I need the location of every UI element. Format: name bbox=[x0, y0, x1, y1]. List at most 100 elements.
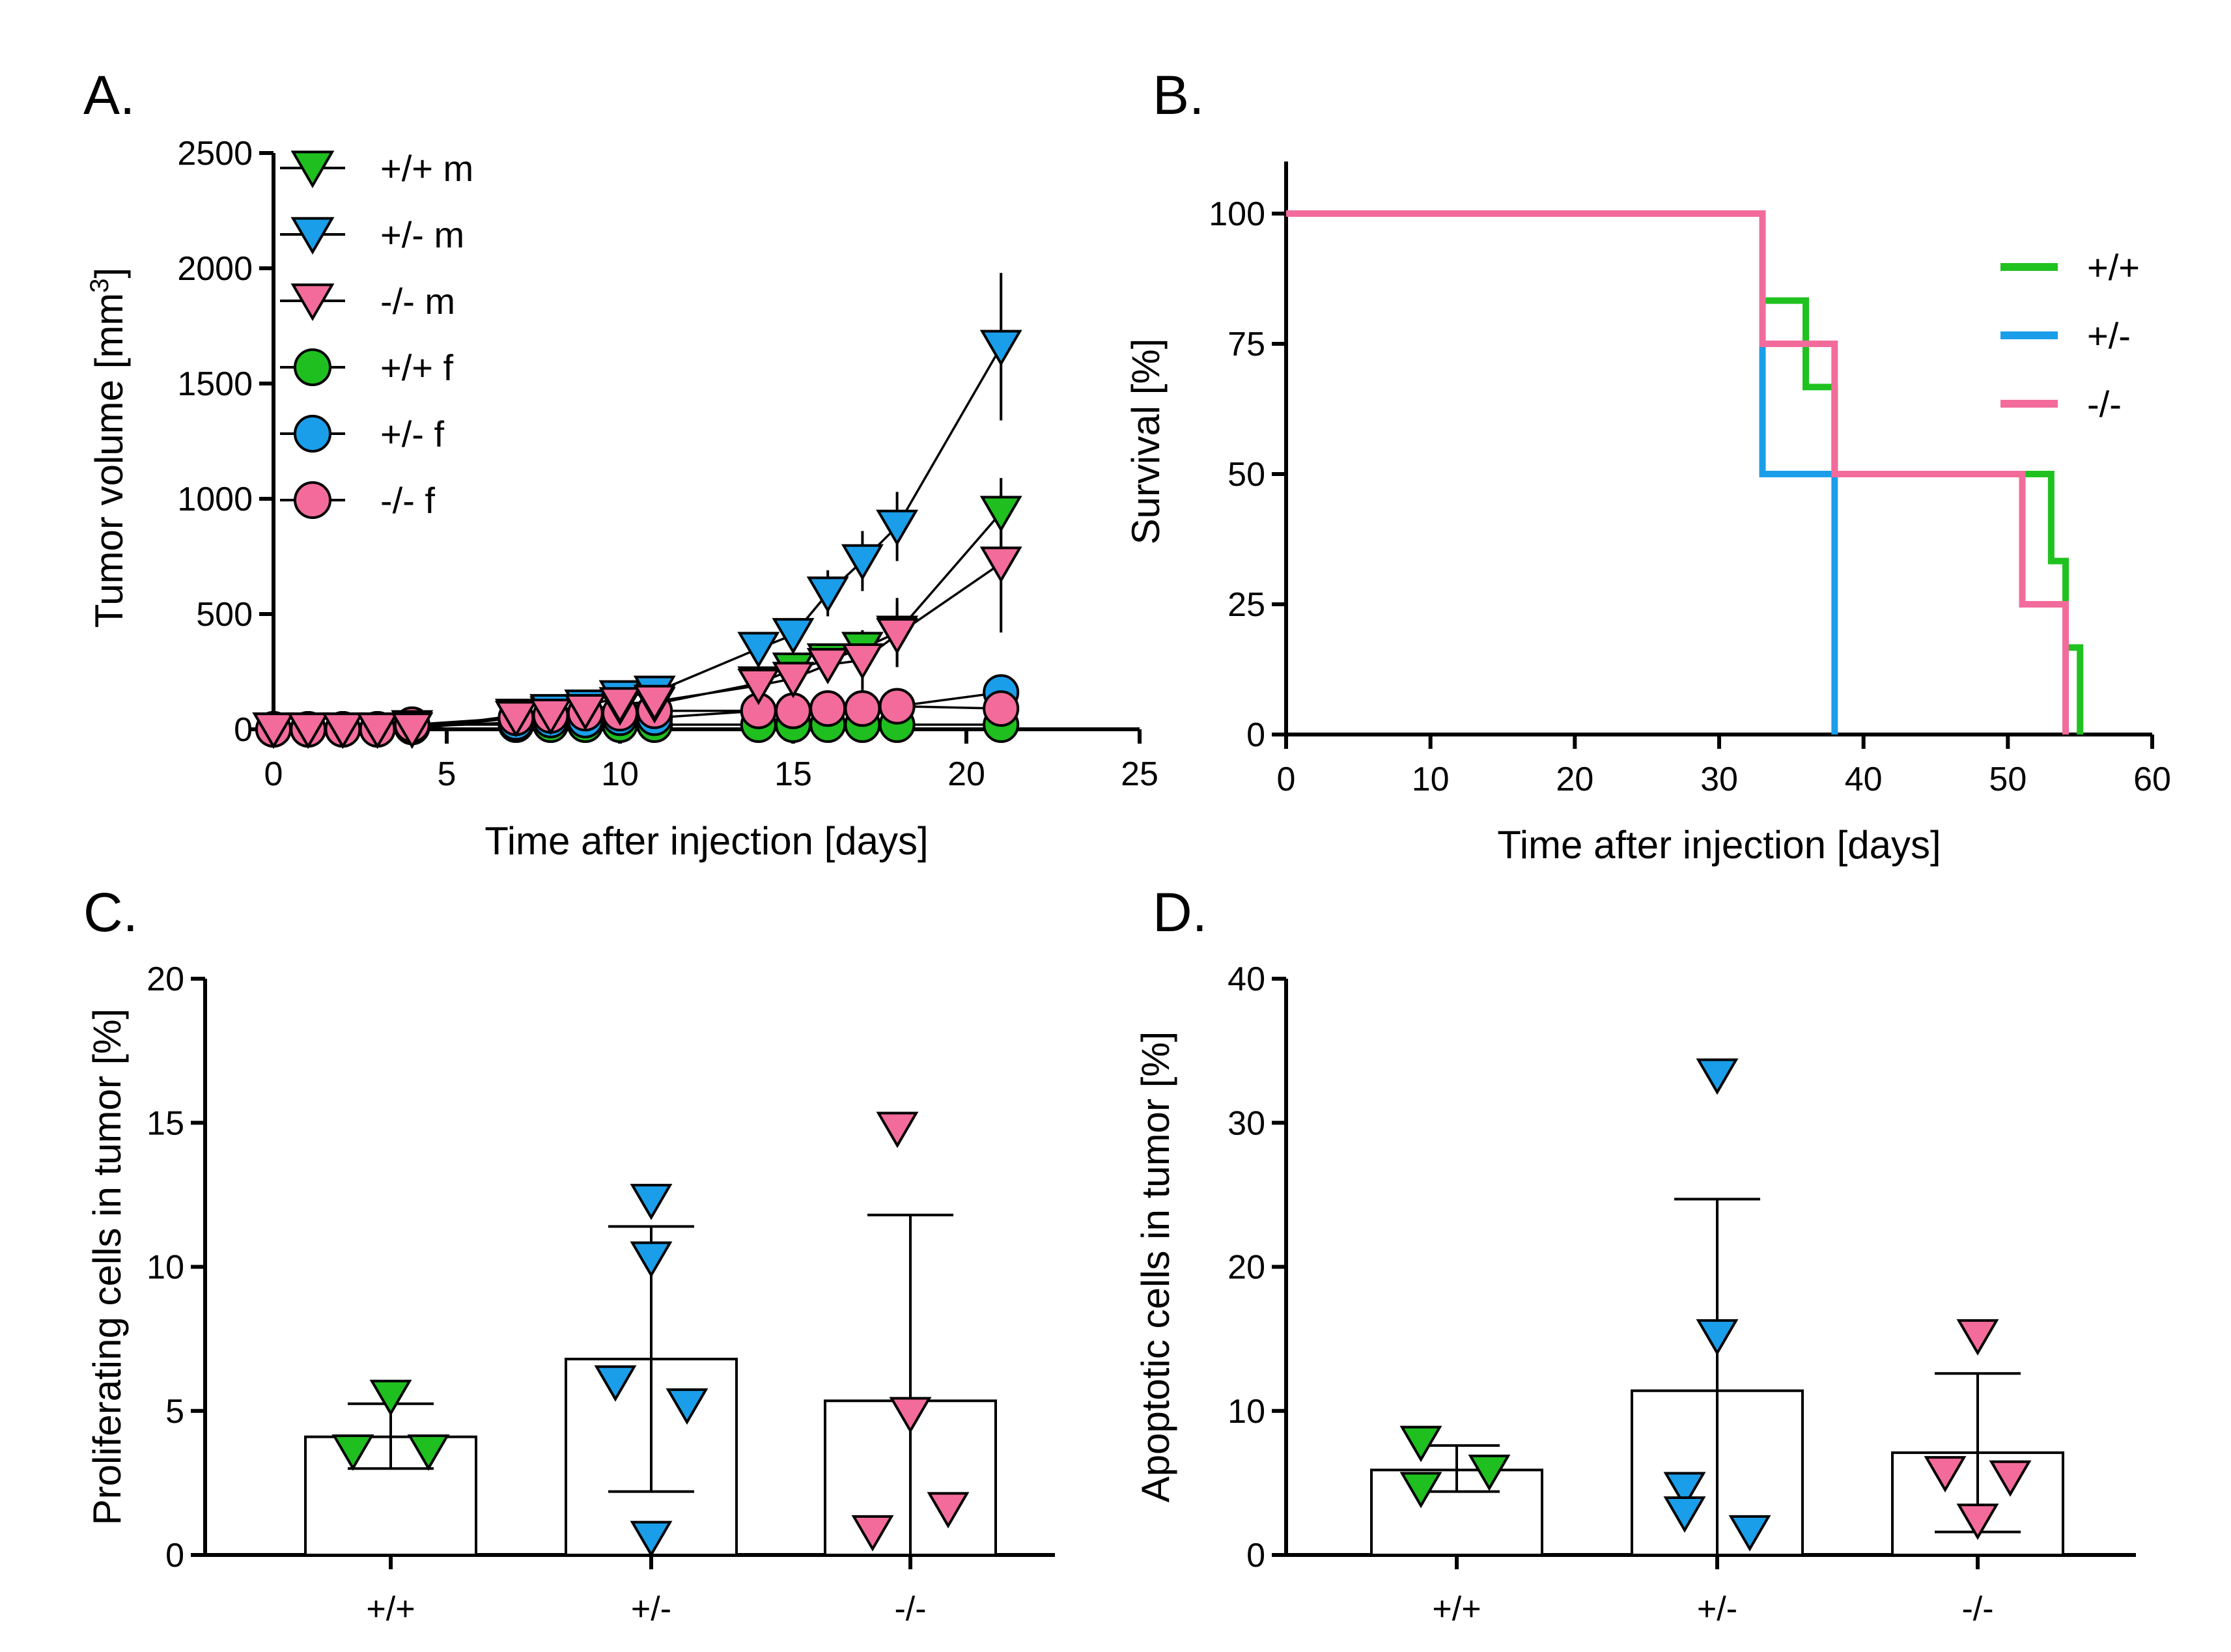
y-tick-label: 50 bbox=[1228, 456, 1265, 494]
x-tick-label: 30 bbox=[1700, 761, 1738, 798]
x-tick-label: 10 bbox=[601, 755, 639, 793]
data-point-triangle bbox=[979, 496, 1022, 533]
x-tick-label: 60 bbox=[2133, 761, 2171, 798]
x-tick-label: 5 bbox=[438, 755, 456, 793]
data-point-circle bbox=[983, 690, 1020, 727]
legend-label: +/+ m bbox=[380, 148, 473, 189]
data-point-triangle bbox=[594, 1365, 637, 1402]
legend-marker bbox=[294, 348, 331, 386]
x-tick-label: 20 bbox=[1556, 761, 1593, 798]
y-axis-title-end: ] bbox=[87, 268, 131, 279]
y-tick-label: 0 bbox=[1246, 1537, 1265, 1575]
y-axis-title: Survival [%] bbox=[1124, 339, 1168, 545]
y-tick-label: 100 bbox=[1209, 195, 1265, 233]
panel-a: A. 0 500 1000 1500 2000 2500 0 5 10 15 20 25 Time aft… bbox=[83, 64, 1158, 863]
data-point-triangle bbox=[356, 712, 399, 749]
data-point-circle bbox=[775, 692, 811, 729]
legend-label: +/+ f bbox=[380, 347, 454, 388]
data-point-circle bbox=[878, 688, 916, 725]
data-point-triangle bbox=[1924, 1456, 1967, 1492]
y-tick-label: 2500 bbox=[177, 135, 253, 173]
y-tick-label: 2000 bbox=[177, 250, 253, 288]
data-point-triangle bbox=[876, 618, 919, 654]
legend-label: -/- bbox=[2087, 384, 2122, 425]
data-point-triangle bbox=[1399, 1472, 1442, 1509]
data-point-triangle bbox=[927, 1492, 970, 1529]
data-point-triangle bbox=[529, 698, 572, 735]
legend-marker bbox=[290, 150, 335, 188]
legend-label: -/- m bbox=[380, 281, 455, 322]
data-point-triangle bbox=[287, 712, 330, 749]
category-label: +/+ bbox=[1432, 1590, 1481, 1628]
legend-label: +/- bbox=[2087, 315, 2131, 356]
y-axis-title-main: Tumor volume [mm bbox=[87, 293, 131, 628]
legend-marker bbox=[290, 217, 335, 255]
data-point-triangle bbox=[331, 1434, 374, 1471]
y-tick-label: 0 bbox=[234, 711, 253, 749]
y-tick-label: 30 bbox=[1228, 1104, 1265, 1142]
x-tick-label: 50 bbox=[1989, 761, 2027, 798]
data-point-triangle bbox=[1696, 1319, 1739, 1356]
legend-label: -/- f bbox=[380, 480, 435, 521]
y-tick-label: 0 bbox=[165, 1537, 184, 1575]
data-point-triangle bbox=[737, 668, 780, 705]
data-point-triangle bbox=[494, 701, 537, 738]
data-point-triangle bbox=[1956, 1504, 1999, 1540]
data-point-circle bbox=[809, 690, 847, 727]
panel-label: D. bbox=[1153, 882, 1207, 943]
data-point-triangle bbox=[1696, 1058, 1739, 1095]
panel-label: A. bbox=[83, 64, 135, 126]
legend-label: +/- f bbox=[380, 413, 444, 455]
data-point-triangle bbox=[1663, 1496, 1706, 1533]
y-tick-label: 15 bbox=[147, 1104, 184, 1142]
y-tick-label: 20 bbox=[1228, 1249, 1265, 1287]
y-axis-title-superscript: 3 bbox=[85, 278, 114, 292]
data-point-triangle bbox=[889, 1397, 932, 1434]
data-point-triangle bbox=[806, 648, 849, 684]
legend-label: +/+ bbox=[2087, 247, 2140, 288]
data-point-triangle bbox=[1728, 1515, 1771, 1552]
data-point-triangle bbox=[369, 1379, 412, 1416]
category-label: +/- bbox=[631, 1590, 671, 1628]
y-axis-title: Proliferating cells in tumor [%] bbox=[85, 1009, 129, 1526]
y-tick-label: 500 bbox=[196, 596, 253, 634]
x-tick-label: 15 bbox=[774, 755, 812, 793]
category-label: +/+ bbox=[366, 1590, 415, 1628]
data-point-triangle bbox=[772, 618, 815, 654]
data-point-triangle bbox=[1989, 1460, 2032, 1497]
data-point-triangle bbox=[979, 546, 1022, 583]
data-point-triangle bbox=[772, 662, 815, 699]
data-point-triangle bbox=[979, 329, 1022, 367]
x-tick-label: 25 bbox=[1121, 755, 1158, 793]
data-point-triangle bbox=[630, 1241, 673, 1278]
data-point-triangle bbox=[806, 576, 849, 613]
x-tick-label: 10 bbox=[1412, 761, 1450, 798]
panel-b: B. 0 25 50 75 100 0 10 20 30 40 50 60 Time after inje… bbox=[1124, 64, 2171, 867]
data-point-triangle bbox=[1956, 1319, 1999, 1356]
y-tick-label: 10 bbox=[147, 1249, 184, 1287]
x-axis-title: Time after injection [days] bbox=[1497, 823, 1941, 867]
data-point-triangle bbox=[630, 1520, 673, 1558]
x-tick-label: 40 bbox=[1845, 761, 1883, 798]
x-tick-label: 0 bbox=[1277, 761, 1296, 798]
y-axis-title: Tumor volume [mm3] bbox=[85, 268, 131, 628]
legend-marker bbox=[290, 283, 335, 321]
legend-marker bbox=[294, 415, 331, 453]
data-point-triangle bbox=[1468, 1454, 1511, 1491]
y-tick-label: 20 bbox=[147, 960, 184, 998]
panel-label: C. bbox=[83, 882, 138, 943]
y-tick-label: 1500 bbox=[177, 365, 253, 403]
data-point-triangle bbox=[666, 1388, 709, 1425]
data-point-triangle bbox=[851, 1515, 894, 1552]
panel-c: C. 0 5 10 15 20 Proliferating cells in tumor [… bbox=[83, 882, 1055, 1628]
panel-d: D. 0 10 20 30 40 Apoptotic cells in tumor [%] +… bbox=[1134, 882, 2136, 1628]
y-tick-label: 10 bbox=[1228, 1393, 1265, 1431]
category-label: -/- bbox=[1961, 1590, 1993, 1628]
data-point-triangle bbox=[633, 684, 676, 721]
category-label: +/- bbox=[1697, 1590, 1737, 1628]
category-label: -/- bbox=[894, 1590, 926, 1628]
data-point-triangle bbox=[564, 693, 607, 731]
data-point-triangle bbox=[252, 712, 295, 749]
data-point-triangle bbox=[841, 643, 884, 680]
